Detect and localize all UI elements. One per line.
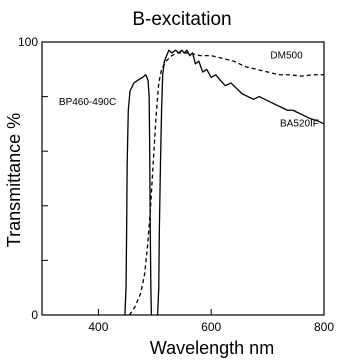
y-tick-label: 100 <box>18 35 38 49</box>
series-layer <box>124 49 325 316</box>
series-line-dm500 <box>128 52 324 316</box>
x-tick-label: 800 <box>314 320 334 334</box>
x-axis-title: Wavelength nm <box>150 338 274 358</box>
series-label: BA520IF <box>280 119 319 130</box>
y-axis-ticks: 0 100 <box>18 35 48 322</box>
x-axis-ticks: 400 600 800 <box>88 309 334 334</box>
x-tick-label: 400 <box>88 320 108 334</box>
x-tick-label: 600 <box>201 320 221 334</box>
chart-title: B-excitation <box>132 9 231 30</box>
series-line-bp460-490c <box>124 74 153 316</box>
series-label: BP460-490C <box>59 97 116 108</box>
plot-area-frame <box>41 41 325 316</box>
series-label: DM500 <box>270 50 303 61</box>
y-axis-title: Transmittance % <box>4 113 24 247</box>
series-line-ba520if <box>156 49 325 316</box>
series-label-layer: BP460-490C DM500 BA520IF <box>59 50 319 129</box>
y-tick-label: 0 <box>31 308 38 322</box>
